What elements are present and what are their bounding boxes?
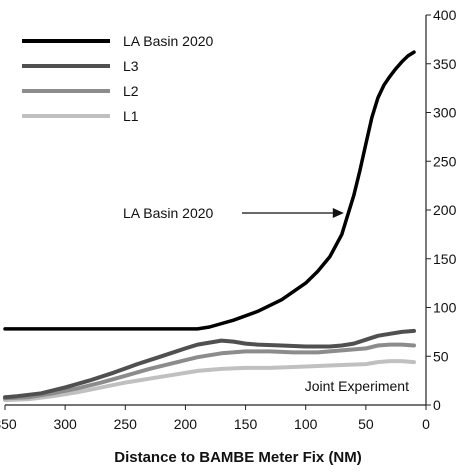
x-tick-label: 100 — [294, 416, 318, 432]
y-tick-label: 50 — [433, 348, 449, 364]
x-tick-label: 50 — [358, 416, 374, 432]
series-line-l2 — [3, 342, 416, 401]
series-line-l1 — [3, 359, 416, 403]
legend-label: LA Basin 2020 — [123, 33, 214, 49]
legend-label: L2 — [123, 83, 139, 99]
plot-area — [5, 15, 426, 405]
x-tick-label: 350 — [0, 416, 17, 432]
y-tick-label: 400 — [433, 7, 457, 23]
series-line-l3 — [3, 328, 416, 400]
y-tick-label: 350 — [433, 56, 457, 72]
axes: 350 300 250 200 150 100 50 00 50 100 150 200 250 300 3… — [0, 7, 457, 432]
y-tick-label: 0 — [433, 397, 441, 413]
x-tick-label: 200 — [174, 416, 198, 432]
x-tick-label: 300 — [53, 416, 77, 432]
series-lines — [3, 50, 416, 403]
annotation-joint-experiment: Joint Experiment — [305, 378, 409, 394]
x-axis-title: Distance to BAMBE Meter Fix (NM) — [114, 449, 362, 466]
legend-label: L1 — [123, 108, 139, 124]
annotation-label: LA Basin 2020 — [123, 205, 214, 221]
annotations: LA Basin 2020 Joint Experiment — [123, 205, 409, 394]
annotation-arrowhead — [332, 208, 344, 218]
y-tick-label: 150 — [433, 251, 457, 267]
y-tick-label: 250 — [433, 153, 457, 169]
x-tick-label: 150 — [234, 416, 258, 432]
y-tick-label: 100 — [433, 300, 457, 316]
y-tick-label: 200 — [433, 202, 457, 218]
legend: LA Basin 2020 L3 L2 L1 — [22, 33, 214, 124]
x-tick-label: 250 — [114, 416, 138, 432]
series-line-la-basin-2020 — [3, 50, 416, 331]
y-tick-label: 300 — [433, 105, 457, 121]
legend-label: L3 — [123, 58, 139, 74]
x-tick-label: 0 — [422, 416, 430, 432]
